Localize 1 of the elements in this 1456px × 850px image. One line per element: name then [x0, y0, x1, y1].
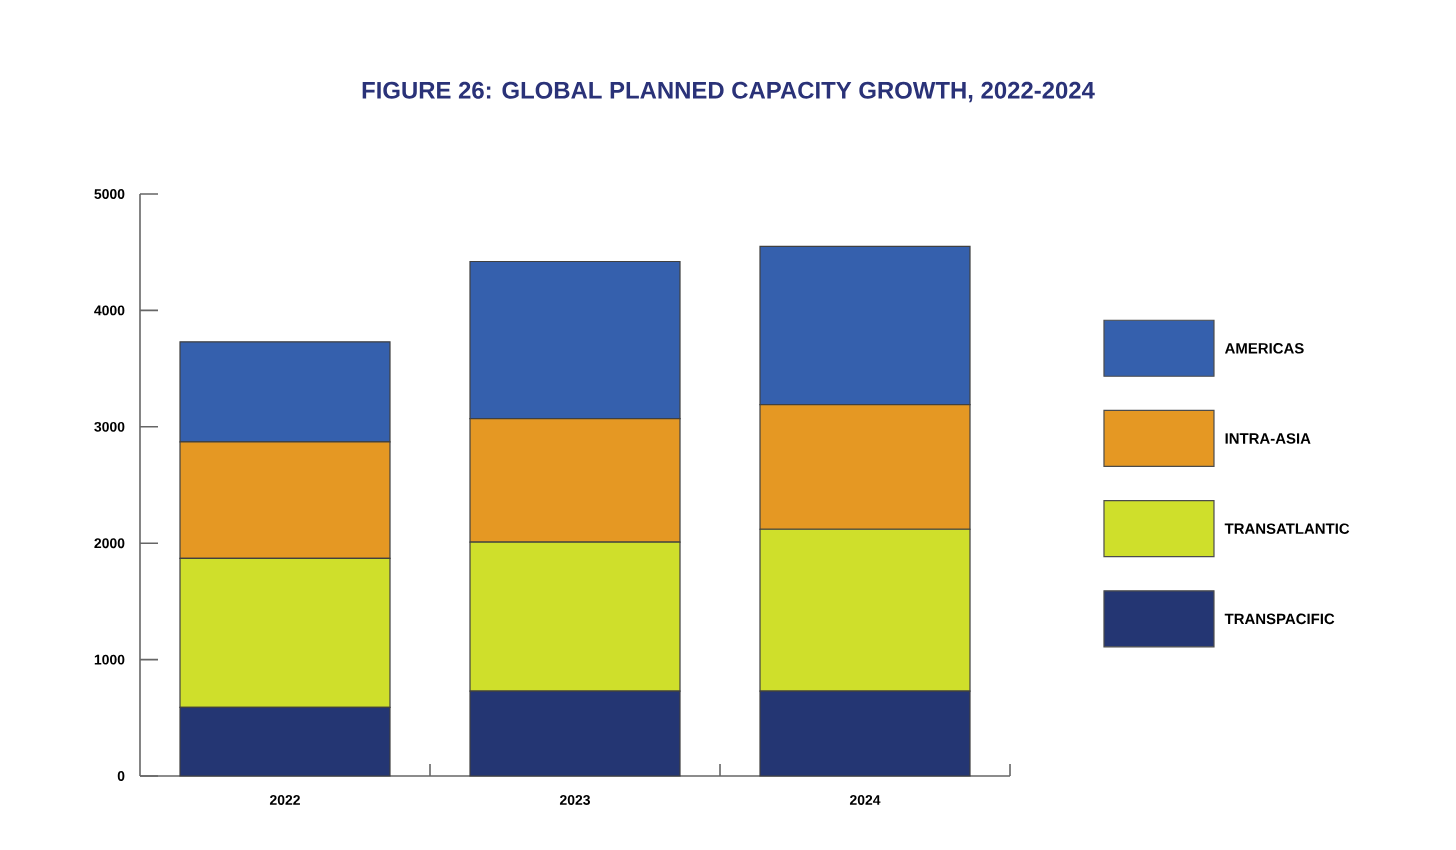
chart-title: FIGURE 26: GLOBAL PLANNED CAPACITY GROWTH, 2022-2024 — [362, 81, 1095, 103]
